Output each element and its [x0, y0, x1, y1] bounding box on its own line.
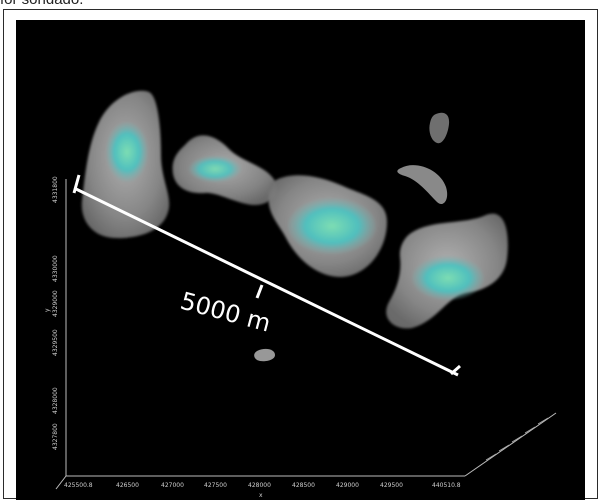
y-tick-3: 4329000: [52, 290, 59, 317]
x-axis-label: x: [259, 492, 263, 499]
ore-body-middle-left: [172, 135, 277, 206]
y-tick-6: 4327800: [52, 423, 59, 450]
x-tick-7: 429000: [336, 482, 359, 489]
caption-fragment: for sondado.: [0, 0, 83, 9]
x-tick-1: 425500.8: [64, 482, 93, 489]
x-tick-9: 440510.8: [432, 482, 461, 489]
x-tick-8: 429500: [380, 482, 403, 489]
y-tick-2: 4330000: [52, 255, 59, 282]
ore-fragment-top-right: [429, 112, 450, 144]
figure-frame: 5000 m 4331800 4330000 4329000 4329500 4…: [3, 9, 598, 500]
x-tick-4: 427500: [204, 482, 227, 489]
x-tick-5: 428000: [248, 482, 271, 489]
x-tick-3: 427000: [161, 482, 184, 489]
y-tick-5: 4328000: [52, 387, 59, 414]
ore-fragment-small-bottom: [254, 348, 275, 362]
ore-body-left: [81, 90, 170, 239]
z-axis-ticks: [485, 417, 549, 461]
ore-body-right: [386, 213, 508, 329]
y-axis-label: y: [44, 308, 51, 312]
x-tick-6: 428500: [292, 482, 315, 489]
y-tick-4: 4329500: [52, 329, 59, 356]
x-tick-2: 426500: [116, 482, 139, 489]
y-tick-1: 4331800: [52, 176, 59, 203]
axis-frame: [55, 179, 557, 490]
ore-body-center: [268, 175, 387, 277]
3d-render-viewport: 5000 m 4331800 4330000 4329000 4329500 4…: [16, 20, 585, 500]
ore-fragment-crescent: [397, 165, 448, 205]
x-axis-ticks: 425500.8 426500 427000 427500 428000 428…: [64, 482, 461, 499]
render-svg: 5000 m 4331800 4330000 4329000 4329500 4…: [44, 90, 557, 499]
y-axis-ticks: 4331800 4330000 4329000 4329500 4328000 …: [44, 176, 59, 450]
